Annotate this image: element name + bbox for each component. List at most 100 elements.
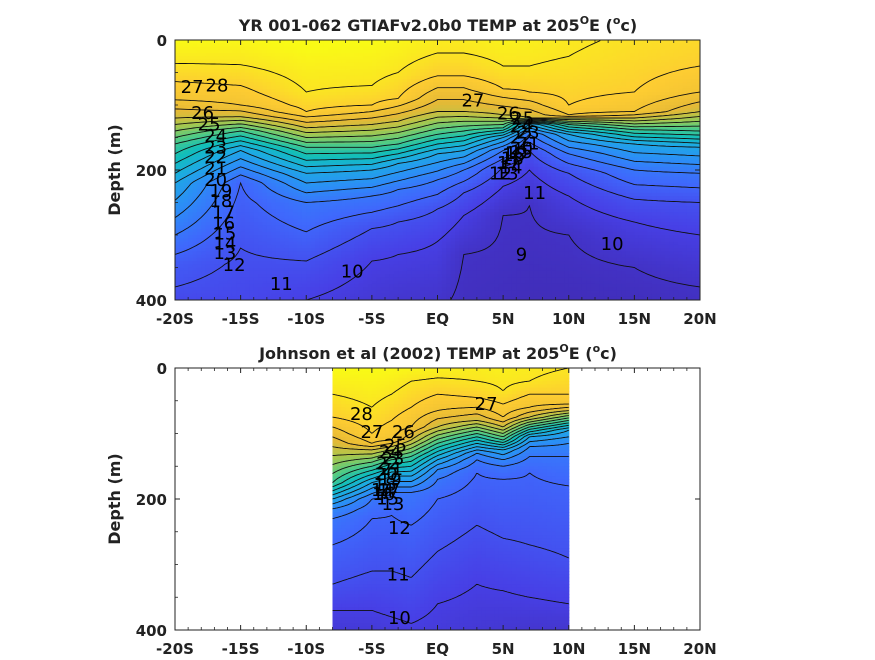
temperature-cell (415, 79, 421, 83)
temperature-cell (315, 212, 320, 217)
temperature-cell (231, 46, 237, 51)
temperature-cell (227, 257, 233, 262)
temperature-cell (380, 137, 386, 142)
temperature-cell (218, 264, 224, 269)
temperature-cell (371, 189, 377, 194)
temperature-cell (441, 124, 447, 129)
temperature-cell (428, 270, 434, 275)
temperature-cell (258, 95, 264, 100)
temperature-cell (389, 222, 395, 226)
temperature-cell (433, 140, 439, 145)
temperature-cell (280, 222, 285, 226)
temperature-cell (354, 202, 360, 207)
temperature-cell (288, 105, 294, 109)
temperature-cell (393, 111, 399, 116)
temperature-cell (446, 111, 452, 116)
temperature-cell (258, 261, 264, 265)
temperature-cell (240, 231, 246, 236)
temperature-cell (275, 212, 281, 217)
temperature-cell (201, 134, 207, 139)
temperature-cell (319, 108, 325, 113)
temperature-cell (306, 179, 312, 184)
temperature-cell (175, 66, 180, 70)
temperature-cell (240, 176, 246, 181)
temperature-cell (249, 261, 255, 265)
temperature-cell (376, 66, 382, 70)
temperature-cell (376, 124, 382, 129)
temperature-cell (297, 157, 303, 161)
temperature-cell (310, 101, 316, 106)
temperature-cell (205, 218, 211, 223)
temperature-cell (280, 124, 285, 129)
temperature-cell (446, 59, 452, 64)
temperature-cell (231, 137, 237, 142)
temperature-cell (354, 147, 360, 152)
temperature-cell (223, 95, 229, 100)
temperature-cell (411, 153, 417, 158)
temperature-cell (284, 157, 290, 161)
temperature-cell (231, 95, 237, 100)
temperature-cell (280, 205, 285, 210)
temperature-cell (249, 79, 255, 83)
temperature-cell (249, 49, 255, 54)
temperature-cell (253, 287, 259, 291)
temperature-cell (179, 137, 185, 142)
temperature-cell (328, 82, 334, 87)
temperature-cell (293, 111, 299, 116)
temperature-cell (262, 75, 268, 80)
temperature-cell (240, 270, 246, 275)
temperature-cell (415, 205, 421, 210)
temperature-cell (297, 290, 303, 295)
temperature-cell (271, 85, 277, 90)
temperature-cell (293, 101, 299, 106)
temperature-cell (196, 72, 202, 77)
temperature-cell (288, 140, 294, 145)
temperature-cell (258, 131, 264, 135)
temperature-cell (328, 140, 334, 145)
temperature-cell (350, 121, 355, 126)
temperature-cell (358, 66, 364, 70)
temperature-cell (350, 140, 355, 145)
temperature-cell (354, 264, 360, 269)
temperature-cell (253, 209, 259, 213)
temperature-cell (336, 257, 342, 262)
temperature-cell (218, 179, 224, 184)
temperature-cell (323, 108, 329, 113)
temperature-cell (402, 228, 408, 233)
temperature-cell (183, 134, 189, 139)
temperature-cell (376, 270, 382, 275)
temperature-cell (376, 170, 382, 174)
temperature-cell (253, 98, 259, 103)
temperature-cell (306, 222, 312, 226)
temperature-cell (280, 215, 285, 220)
temperature-cell (236, 205, 242, 210)
temperature-cell (341, 183, 347, 187)
temperature-cell (210, 212, 215, 217)
temperature-cell (446, 82, 452, 87)
temperature-cell (380, 202, 386, 207)
temperature-cell (428, 244, 434, 249)
temperature-cell (214, 40, 220, 44)
temperature-cell (306, 147, 312, 152)
temperature-cell (179, 189, 185, 194)
temperature-cell (315, 153, 320, 158)
temperature-cell (175, 43, 180, 48)
temperature-cell (424, 144, 430, 148)
temperature-cell (188, 75, 194, 80)
temperature-cell (385, 254, 390, 259)
temperature-cell (411, 59, 417, 64)
temperature-cell (411, 283, 417, 288)
temperature-cell (218, 296, 224, 300)
temperature-cell (205, 205, 211, 210)
temperature-cell (183, 238, 189, 243)
temperature-cell (406, 163, 412, 168)
temperature-cell (275, 254, 281, 259)
temperature-cell (441, 287, 447, 291)
temperature-cell (205, 59, 211, 64)
temperature-cell (306, 66, 312, 70)
temperature-cell (323, 43, 329, 48)
temperature-cell (284, 166, 290, 171)
temperature-cell (280, 261, 285, 265)
temperature-cell (249, 69, 255, 74)
